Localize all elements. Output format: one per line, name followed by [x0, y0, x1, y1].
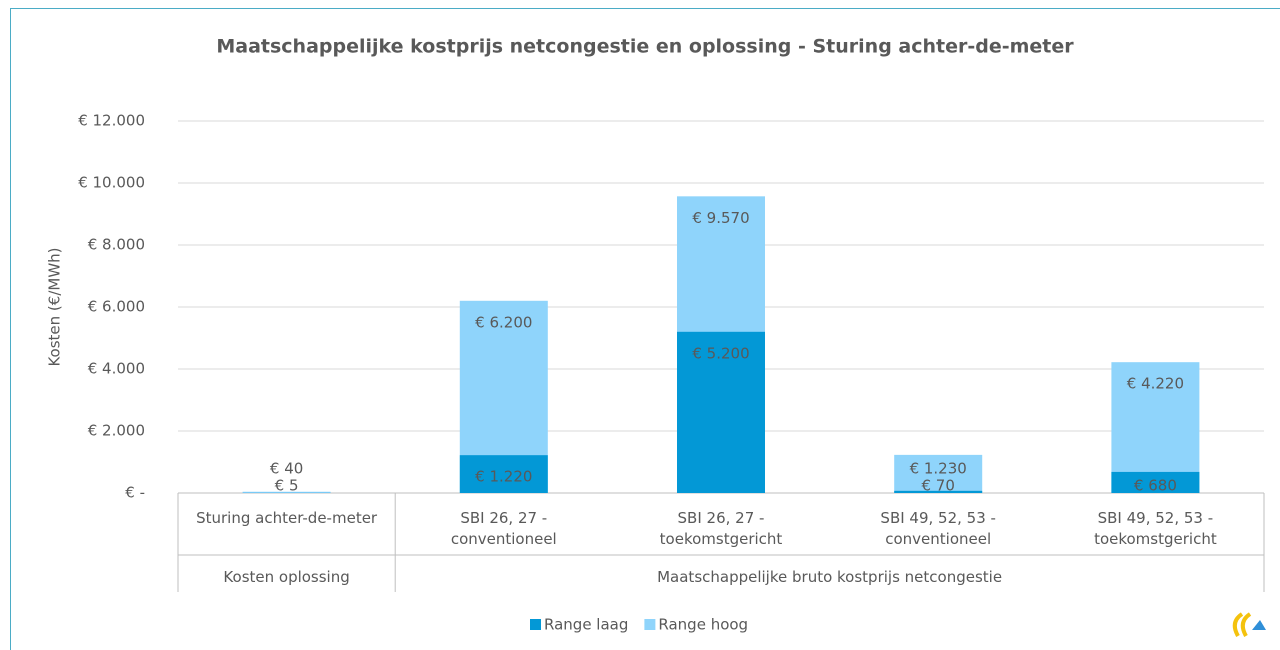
bar — [1111, 362, 1200, 493]
x-tick-label: SBI 26, 27 - conventioneel — [450, 509, 557, 548]
logo — [1232, 612, 1266, 637]
data-label: € 70 — [921, 477, 954, 495]
bar — [459, 455, 548, 493]
data-label: € 4.220 — [1127, 375, 1184, 393]
bar — [242, 491, 331, 493]
data-label: € 40 — [270, 460, 303, 478]
bar — [894, 490, 983, 493]
chart-title: Maatschappelijke kostprijs netcongestie … — [216, 36, 1074, 58]
x-tick-label: Sturing achter-de-meter — [196, 509, 378, 527]
chart-border — [10, 8, 1280, 650]
bar — [1111, 471, 1200, 493]
legend-label: Range laag — [544, 616, 628, 634]
legend-swatch — [530, 619, 541, 630]
data-label: € 5.200 — [692, 344, 749, 362]
y-tick-label: € 6.000 — [88, 298, 145, 316]
legend-label: Range hoog — [658, 616, 748, 634]
data-label: € 5 — [275, 477, 299, 495]
x-tick-label: SBI 49, 52, 53 - toekomstgericht — [1094, 509, 1217, 548]
y-tick-label: € 12.000 — [78, 112, 145, 130]
y-tick-label: € 10.000 — [78, 174, 145, 192]
x-tick-label: SBI 26, 27 - toekomstgericht — [659, 509, 783, 548]
y-tick-label: € 8.000 — [88, 236, 145, 254]
data-label: € 1.230 — [910, 460, 967, 478]
legend-swatch — [644, 619, 656, 630]
bar — [894, 454, 983, 493]
y-tick-label: € 2.000 — [88, 422, 145, 440]
data-label: € 9.570 — [692, 209, 749, 227]
data-label: € 1.220 — [475, 468, 532, 486]
y-axis-label: Kosten (€/MWh) — [46, 247, 64, 366]
x-tick-label: SBI 49, 52, 53 - conventioneel — [880, 509, 996, 548]
data-label: € 6.200 — [475, 313, 532, 331]
y-tick-label: € 4.000 — [88, 360, 145, 378]
bar — [677, 331, 765, 493]
group-label: Maatschappelijke bruto kostprijs netcong… — [657, 568, 1003, 586]
group-label: Kosten oplossing — [223, 568, 350, 586]
y-tick-label: € - — [125, 484, 145, 502]
data-label: € 680 — [1134, 477, 1177, 495]
